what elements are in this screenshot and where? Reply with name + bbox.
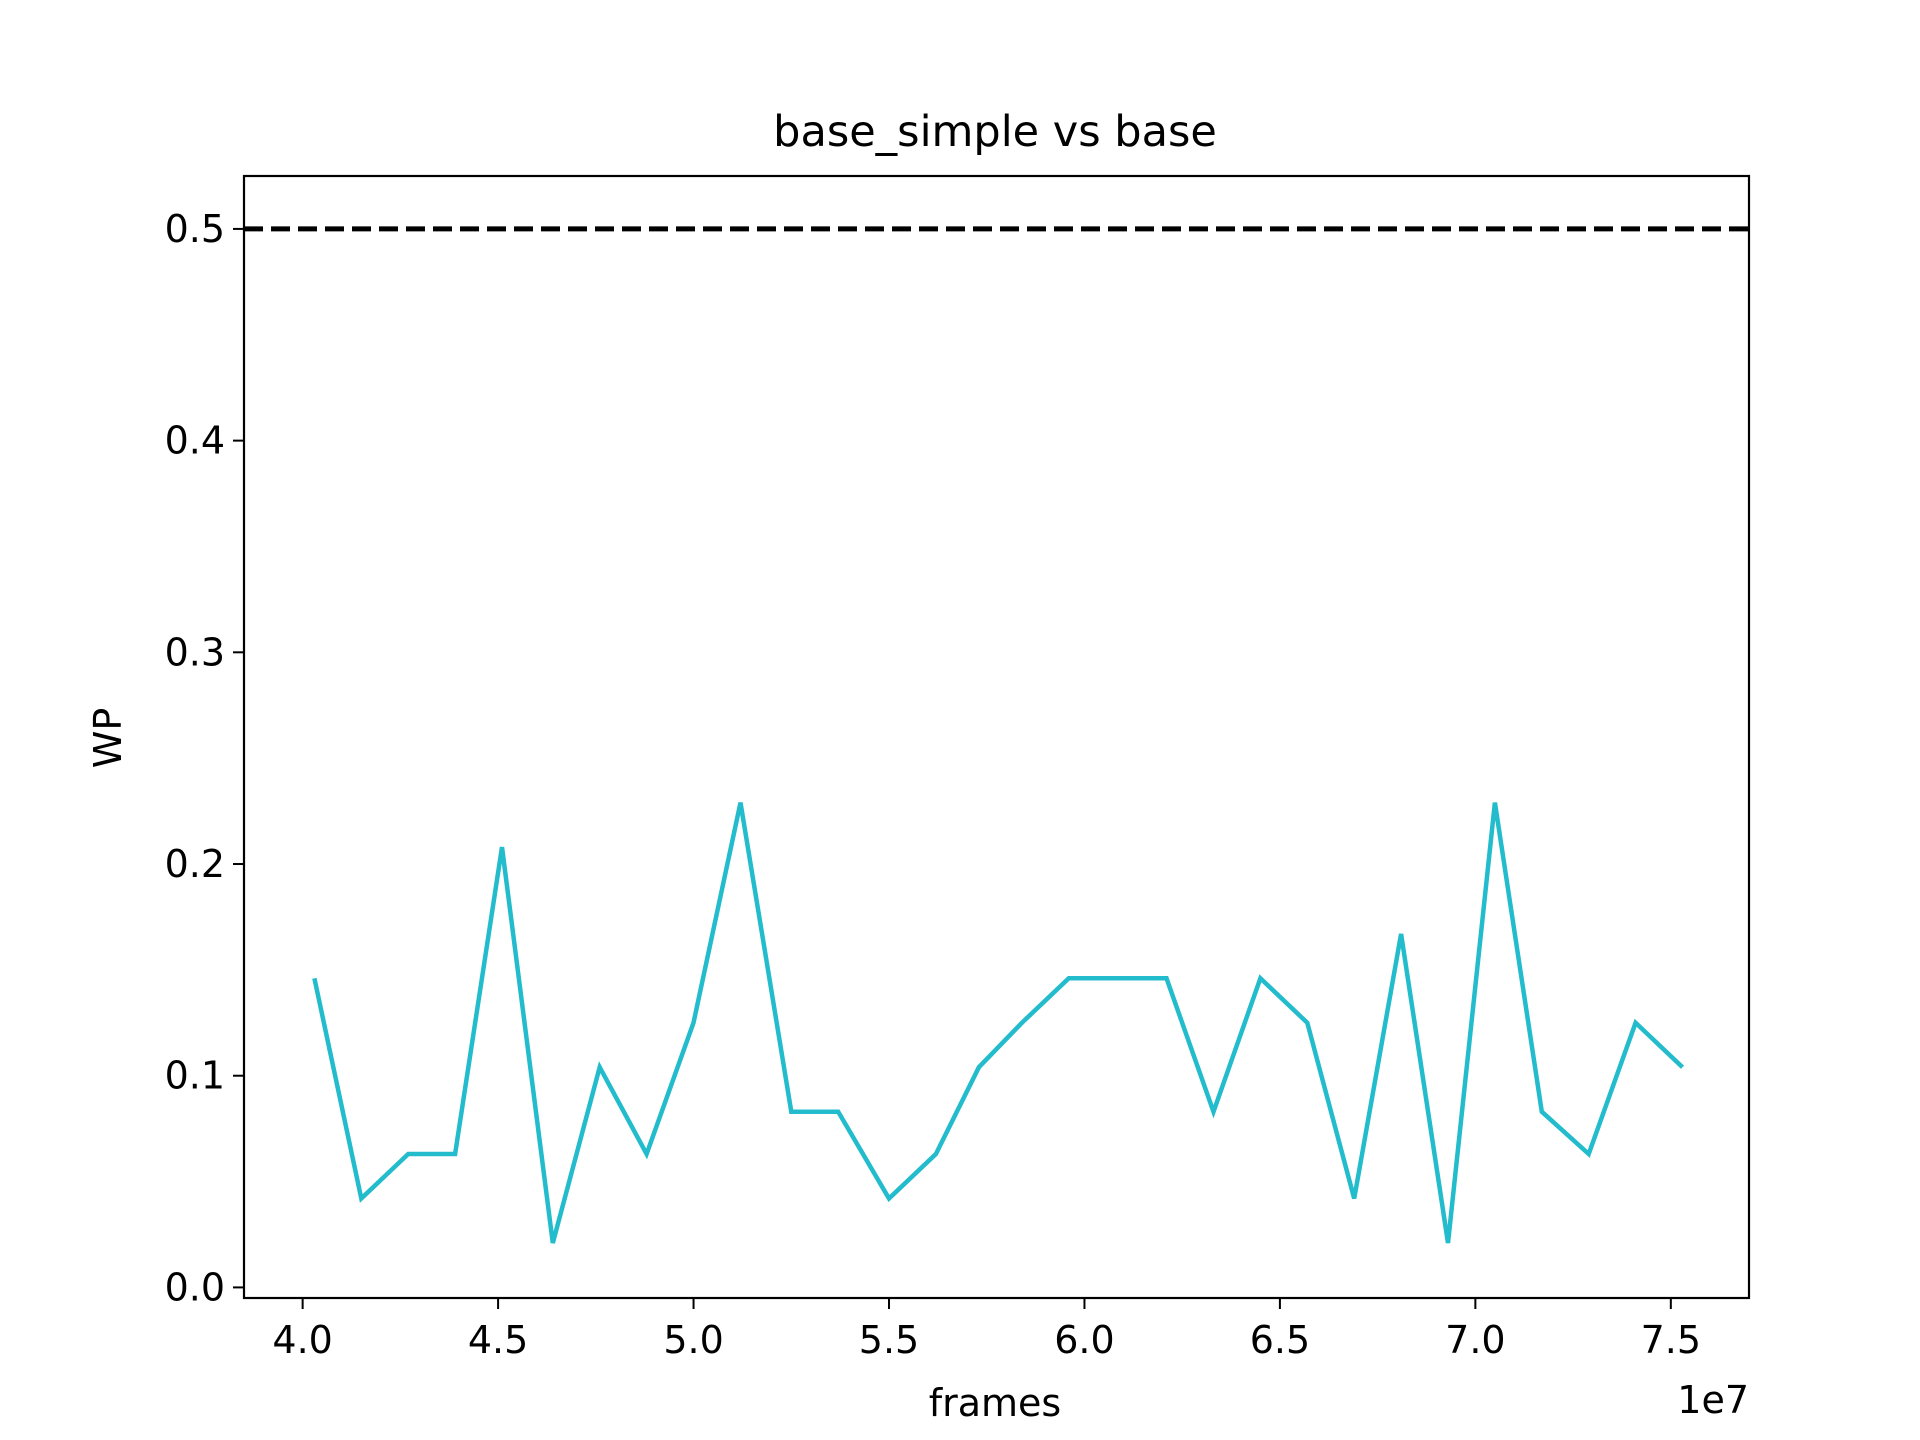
data-point (1635, 1022, 1636, 1023)
data-point (1541, 1111, 1542, 1112)
data-point (1021, 1022, 1022, 1023)
x-axis-offset-label: 1e7 (1677, 1378, 1749, 1422)
y-tick-label: 0.4 (165, 419, 225, 463)
axes-frame (242, 174, 1751, 1300)
data-point (978, 1067, 979, 1068)
chart-title: base_simple vs base (773, 107, 1217, 157)
data-point (599, 1067, 600, 1068)
plot-area (244, 226, 1749, 1244)
data-point (1682, 1067, 1683, 1068)
data-point (1448, 1242, 1449, 1243)
data-point (314, 978, 315, 979)
data-point (455, 1154, 456, 1155)
data-point (1401, 933, 1402, 934)
data-point (1260, 978, 1261, 979)
y-tick-label: 0.1 (165, 1054, 225, 1098)
data-point (838, 1111, 839, 1112)
data-point (1166, 978, 1167, 979)
y-tick-label: 0.5 (165, 207, 225, 251)
data-point (408, 1154, 409, 1155)
data-point (791, 1111, 792, 1112)
series-line-0 (312, 802, 1685, 1244)
x-axis-label: frames (929, 1381, 1061, 1425)
data-point (1307, 1022, 1308, 1023)
data-point (889, 1198, 890, 1199)
x-tick-label: 5.0 (663, 1318, 723, 1362)
y-tick-label: 0.0 (165, 1265, 225, 1309)
data-point (693, 1022, 694, 1023)
data-point (361, 1198, 362, 1199)
data-point (502, 847, 503, 848)
y-axis-label: WP (86, 708, 130, 769)
data-point (1588, 1154, 1589, 1155)
data-point (1068, 978, 1069, 979)
y-tick-label: 0.3 (165, 630, 225, 674)
x-tick-label: 7.0 (1445, 1318, 1505, 1362)
y-tick-label: 0.2 (165, 842, 225, 886)
x-tick-label: 5.5 (859, 1318, 919, 1362)
data-point (646, 1154, 647, 1155)
x-tick-label: 6.5 (1250, 1318, 1310, 1362)
data-point (1354, 1198, 1355, 1199)
x-tick-label: 7.5 (1641, 1318, 1701, 1362)
data-point (740, 802, 741, 803)
x-tick-label: 4.5 (468, 1318, 528, 1362)
x-tick-label: 4.0 (272, 1318, 332, 1362)
data-point (1213, 1111, 1214, 1112)
data-point (935, 1154, 936, 1155)
data-point (1494, 802, 1495, 803)
data-point (552, 1242, 553, 1243)
data-point (1115, 978, 1116, 979)
axes: 4.0 4.5 5.0 5.5 6.0 6.5 7.0 7.5 0.0 0.1 0.2 0.3 0.4 0… (165, 174, 1751, 1362)
x-tick-label: 6.0 (1054, 1318, 1114, 1362)
